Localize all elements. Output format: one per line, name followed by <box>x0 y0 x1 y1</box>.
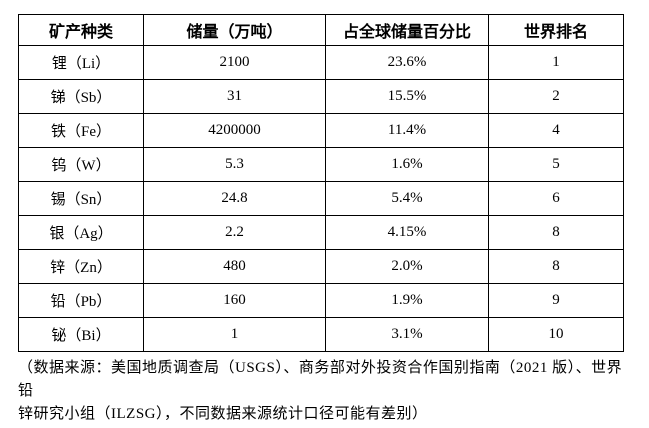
data-source-note: （数据来源：美国地质调查局（USGS）、商务部对外投资合作国别指南（2021 版… <box>18 357 630 426</box>
table-row-silver: 银（Ag） 2.2 4.15% 8 <box>18 215 624 250</box>
cell-global-share: 1.9% <box>325 283 489 318</box>
page: 矿产种类 储量（万吨） 占全球储量百分比 世界排名 锂（Li） 2100 23.… <box>0 14 649 428</box>
cell-global-share: 3.1% <box>325 317 489 352</box>
data-source-note-line2: 锌研究小组（ILZSG），不同数据来源统计口径可能有差别） <box>18 406 428 422</box>
cell-global-share: 4.15% <box>325 215 489 250</box>
cell-world-rank: 8 <box>488 249 624 284</box>
cell-reserves: 4200000 <box>143 113 326 148</box>
cell-global-share: 1.6% <box>325 147 489 182</box>
cell-reserves: 5.3 <box>143 147 326 182</box>
cell-world-rank: 10 <box>488 317 624 352</box>
cell-world-rank: 1 <box>488 45 624 80</box>
cell-reserves: 2.2 <box>143 215 326 250</box>
table-row-tungsten: 钨（W） 5.3 1.6% 5 <box>18 147 624 182</box>
cell-mineral: 锂（Li） <box>18 45 144 80</box>
cell-mineral: 银（Ag） <box>18 215 144 250</box>
cell-reserves: 24.8 <box>143 181 326 216</box>
table-row-tin: 锡（Sn） 24.8 5.4% 6 <box>18 181 624 216</box>
data-source-note-line1: （数据来源：美国地质调查局（USGS）、商务部对外投资合作国别指南（2021 版… <box>18 360 623 399</box>
cell-world-rank: 6 <box>488 181 624 216</box>
cell-global-share: 11.4% <box>325 113 489 148</box>
table-row-bismuth: 铋（Bi） 1 3.1% 10 <box>18 317 624 352</box>
cell-global-share: 15.5% <box>325 79 489 114</box>
header-reserves: 储量（万吨） <box>143 14 326 46</box>
table-row-iron: 铁（Fe） 4200000 11.4% 4 <box>18 113 624 148</box>
header-global-share: 占全球储量百分比 <box>325 14 489 46</box>
table-header-row: 矿产种类 储量（万吨） 占全球储量百分比 世界排名 <box>18 14 624 46</box>
table-row-zinc: 锌（Zn） 480 2.0% 8 <box>18 249 624 284</box>
cell-world-rank: 8 <box>488 215 624 250</box>
cell-mineral: 铅（Pb） <box>18 283 144 318</box>
table-row-antimony: 锑（Sb） 31 15.5% 2 <box>18 79 624 114</box>
table-row-lead: 铅（Pb） 160 1.9% 9 <box>18 283 624 318</box>
table-row-lithium: 锂（Li） 2100 23.6% 1 <box>18 45 624 80</box>
cell-world-rank: 2 <box>488 79 624 114</box>
cell-mineral: 铁（Fe） <box>18 113 144 148</box>
cell-world-rank: 9 <box>488 283 624 318</box>
cell-world-rank: 4 <box>488 113 624 148</box>
cell-reserves: 480 <box>143 249 326 284</box>
cell-mineral: 铋（Bi） <box>18 317 144 352</box>
cell-global-share: 2.0% <box>325 249 489 284</box>
cell-global-share: 5.4% <box>325 181 489 216</box>
header-world-rank: 世界排名 <box>488 14 624 46</box>
cell-mineral: 锡（Sn） <box>18 181 144 216</box>
cell-mineral: 钨（W） <box>18 147 144 182</box>
cell-reserves: 160 <box>143 283 326 318</box>
cell-reserves: 2100 <box>143 45 326 80</box>
cell-world-rank: 5 <box>488 147 624 182</box>
header-mineral-type: 矿产种类 <box>18 14 144 46</box>
cell-mineral: 锌（Zn） <box>18 249 144 284</box>
mineral-reserves-table: 矿产种类 储量（万吨） 占全球储量百分比 世界排名 锂（Li） 2100 23.… <box>18 14 624 352</box>
cell-reserves: 31 <box>143 79 326 114</box>
cell-reserves: 1 <box>143 317 326 352</box>
cell-mineral: 锑（Sb） <box>18 79 144 114</box>
cell-global-share: 23.6% <box>325 45 489 80</box>
